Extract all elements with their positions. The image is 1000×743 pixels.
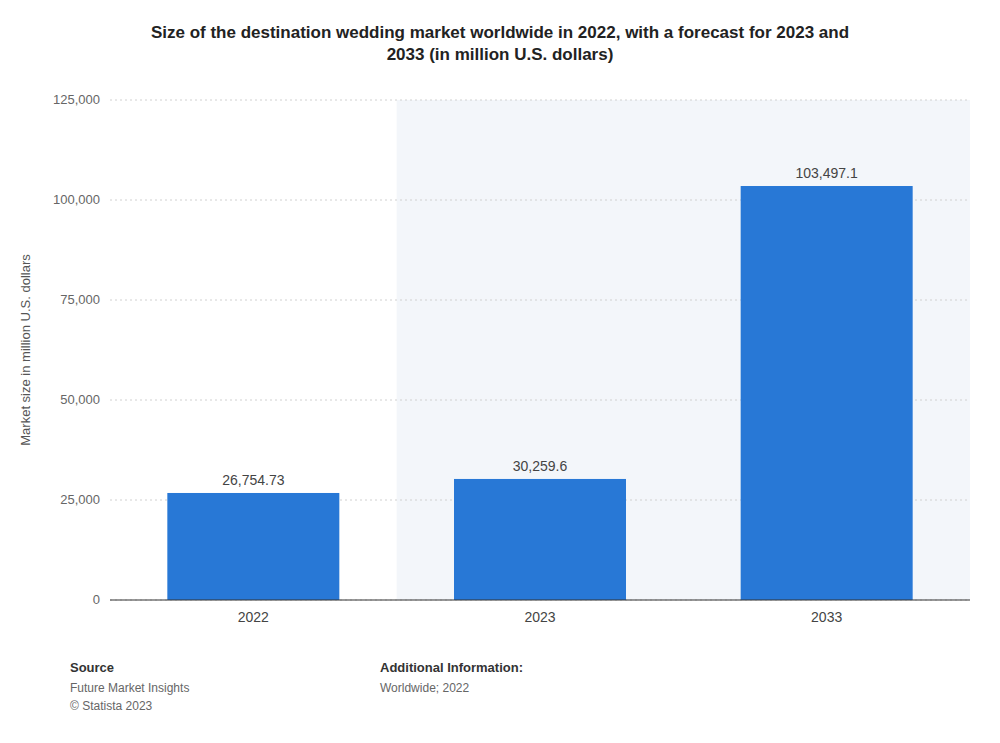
- y-tick-label: 75,000: [60, 292, 100, 307]
- forecast-region: [397, 100, 970, 600]
- bar: [167, 493, 339, 600]
- y-axis-label: Market size in million U.S. dollars: [18, 254, 33, 446]
- chart-svg: Size of the destination wedding market w…: [0, 0, 1000, 743]
- x-tick-label: 2022: [238, 609, 269, 625]
- y-tick-label: 25,000: [60, 492, 100, 507]
- y-tick-label: 100,000: [53, 192, 100, 207]
- x-tick-label: 2023: [524, 609, 555, 625]
- data-label: 26,754.73: [222, 472, 284, 488]
- grid-line: [110, 600, 970, 601]
- data-label: 30,259.6: [513, 458, 568, 474]
- x-axis-line: [110, 599, 970, 600]
- x-tick-label: 2033: [811, 609, 842, 625]
- bar: [454, 479, 626, 600]
- data-label: 103,497.1: [796, 165, 858, 181]
- footer-text: Worldwide; 2022: [380, 681, 469, 695]
- title: Size of the destination wedding market w…: [151, 23, 849, 64]
- y-tick-label: 125,000: [53, 92, 100, 107]
- y-tick-label: 50,000: [60, 392, 100, 407]
- grid-line: [110, 100, 970, 101]
- y-axis: 0 25,000 50,000 75,000 100,000 125,000: [53, 92, 970, 607]
- chart-container: Size of the destination wedding market w…: [0, 0, 1000, 743]
- y-tick-label: 0: [93, 592, 100, 607]
- bars: [167, 186, 912, 600]
- footer-text: Future Market Insights© Statista 2023: [70, 681, 189, 713]
- data-labels: 26,754.73 30,259.6 103,497.1: [222, 165, 858, 488]
- footer-heading: Additional Information:: [380, 660, 523, 675]
- bar: [741, 186, 913, 600]
- footer-heading: Source: [70, 660, 114, 675]
